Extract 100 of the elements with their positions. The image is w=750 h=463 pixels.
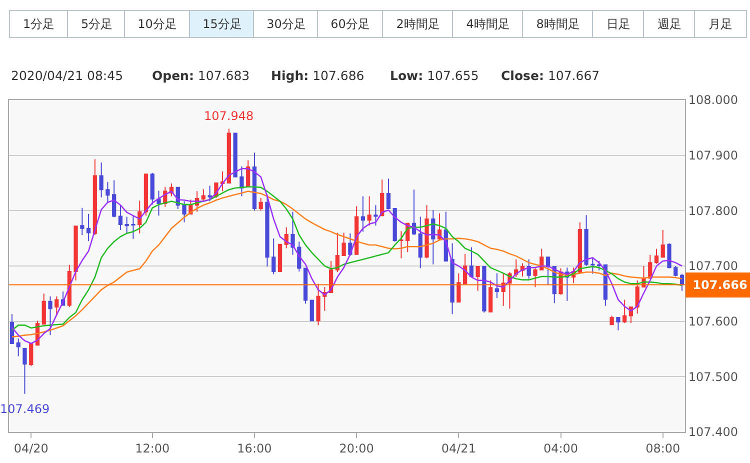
candlestick [99, 162, 104, 198]
candlestick [392, 208, 397, 242]
text: 週足 [657, 17, 682, 31]
candlestick [150, 172, 154, 206]
candlestick [610, 315, 614, 326]
text: 4時間足 [466, 17, 510, 31]
candlestick [92, 158, 97, 236]
candlestick [54, 296, 59, 316]
y-tick-label: 108.000 [688, 93, 738, 108]
x-tick-label: 04/21 [441, 441, 476, 456]
text: 60分足 [330, 17, 370, 31]
candlestick [469, 246, 474, 278]
text: Open: 107.683 [152, 68, 250, 83]
candlestick [533, 268, 538, 288]
text: 10分足 [138, 17, 177, 31]
candlestick [131, 215, 136, 240]
candlestick [342, 232, 346, 257]
text: 1分足 [23, 17, 55, 31]
candlestick [124, 216, 129, 234]
x-tick-label: 20:00 [339, 441, 374, 456]
candlestick [424, 204, 429, 259]
candlestick [233, 132, 238, 178]
candlestick [10, 314, 14, 344]
candlestick [118, 204, 123, 231]
candlestick [590, 258, 595, 274]
candlestick [303, 268, 308, 304]
candlestick [226, 128, 232, 184]
candlestick [546, 256, 550, 286]
text: 15分足 [202, 17, 242, 31]
candlestick [667, 242, 672, 269]
candlestick [316, 283, 320, 326]
candlestick [456, 272, 461, 302]
line-series [11, 168, 683, 344]
y-tick-label: 107.400 [688, 425, 738, 440]
text: 月足 [708, 17, 732, 31]
candlestick [680, 273, 684, 292]
candlestick [476, 266, 480, 292]
candlestick [182, 200, 186, 223]
candlestick [252, 152, 257, 212]
candlestick [290, 211, 295, 256]
text: Close: 107.667 [501, 68, 600, 83]
candlestick [360, 196, 366, 232]
candlestick [462, 253, 468, 284]
candlestick [578, 222, 582, 274]
candlestick [80, 207, 84, 236]
candlestick [622, 299, 627, 324]
candlestick [16, 338, 20, 357]
candlestick [399, 230, 404, 259]
y-tick-label: 107.800 [688, 204, 738, 218]
candlestick [431, 210, 436, 265]
candlestick [412, 189, 416, 236]
text: High: 107.686 [271, 68, 364, 83]
candlestick [674, 266, 678, 278]
candlestick [386, 178, 391, 210]
candlestick [654, 248, 659, 264]
candlestick [258, 197, 263, 212]
y-tick-label: 107.600 [688, 314, 738, 329]
candlestick [144, 174, 148, 216]
candlestick [29, 344, 34, 367]
candlestick [138, 200, 142, 234]
candlestick [86, 213, 91, 242]
y-tick-label: 107.700 [688, 259, 738, 274]
candlestick [380, 179, 384, 217]
candlestick [584, 214, 588, 266]
candlestick [437, 212, 442, 240]
candlestick [335, 232, 340, 273]
y-tick-label: 107.500 [688, 370, 738, 384]
annotation: 107.469 [0, 402, 50, 416]
x-tick-label: 12:00 [135, 441, 170, 456]
candlestick [22, 347, 27, 394]
candlestick [310, 300, 314, 322]
candlestick [156, 190, 161, 216]
text: 2020/04/21 08:45 [11, 68, 124, 83]
candlestick [354, 206, 359, 256]
candlestick [616, 316, 620, 331]
candlestick [297, 241, 302, 272]
annotation: 107.948 [204, 109, 254, 123]
candlestick [648, 254, 652, 279]
x-tick-label: 08:00 [646, 441, 680, 456]
text: 5分足 [81, 17, 113, 31]
candlestick [265, 194, 270, 268]
candlestick [278, 244, 282, 273]
candlestick [48, 296, 52, 336]
y-tick-label: 107.900 [688, 148, 738, 163]
candlestick [488, 280, 493, 312]
candlestick [660, 230, 665, 258]
candlestick [494, 272, 500, 299]
candlestick [240, 166, 244, 197]
text: 8時間足 [536, 17, 580, 31]
candlestick [106, 181, 110, 204]
x-tick-label: 04:00 [543, 441, 578, 456]
x-tick-label: 16:00 [237, 441, 272, 456]
text: 2時間足 [396, 17, 440, 31]
candlestick [374, 204, 378, 226]
candlestick [418, 216, 422, 269]
text: 日足 [606, 17, 630, 31]
candlestick [272, 238, 276, 275]
candlestick [482, 266, 486, 313]
candlestick [112, 180, 116, 218]
text: 30分足 [266, 17, 306, 31]
